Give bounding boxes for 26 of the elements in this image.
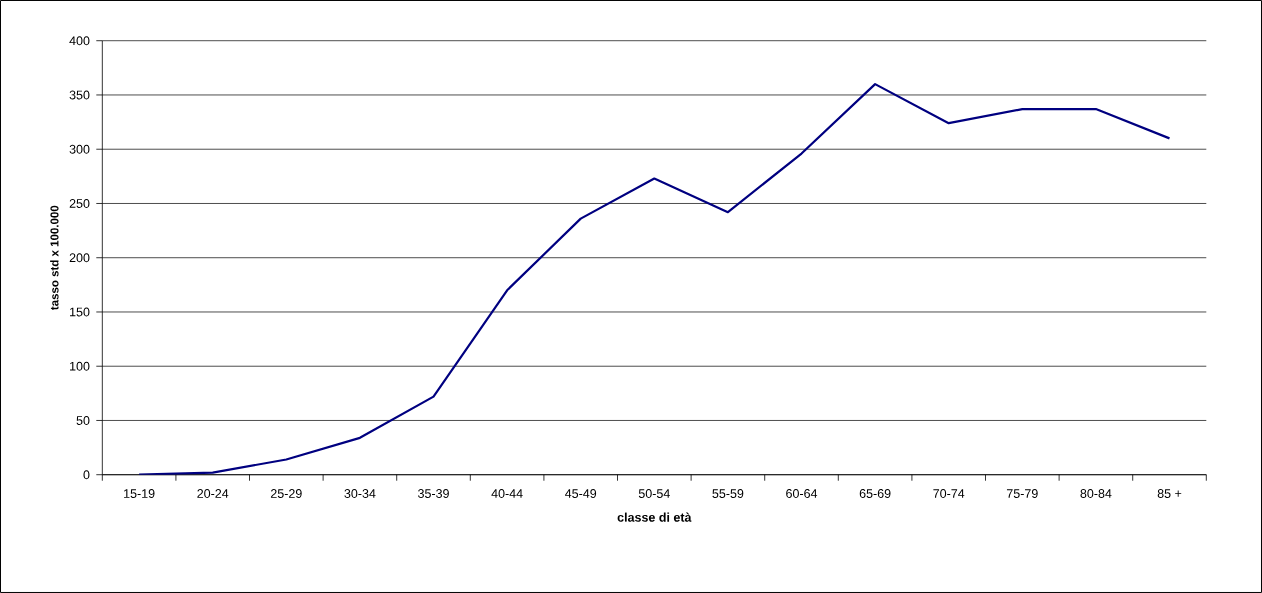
x-tick-label: 55-59 xyxy=(712,489,744,498)
x-axis-title: classe di età xyxy=(617,512,692,522)
y-tick-label: 200 xyxy=(69,253,90,263)
x-tick-label: 85 + xyxy=(1157,489,1182,498)
x-tick-label: 60-64 xyxy=(786,489,818,498)
x-tick-label: 70-74 xyxy=(933,489,965,498)
y-tick-label: 400 xyxy=(69,36,90,46)
y-tick-label: 300 xyxy=(69,144,90,154)
x-tick-label: 15-19 xyxy=(124,489,155,498)
y-tick-label: 250 xyxy=(69,199,90,208)
x-tick-label: 20-24 xyxy=(197,489,229,498)
y-tick-label: 100 xyxy=(70,361,90,371)
x-tick-label: 50-54 xyxy=(638,489,670,498)
x-tick-label: 35-39 xyxy=(417,489,449,498)
x-tick-label: 65-69 xyxy=(859,489,891,498)
y-tick-label: 0 xyxy=(83,470,90,480)
x-tick-label: 40-44 xyxy=(491,489,523,498)
y-tick-label: 50 xyxy=(76,416,90,425)
x-tick-label: 25-29 xyxy=(270,489,302,498)
x-tick-label: 45-49 xyxy=(565,489,597,498)
y-tick-label: 150 xyxy=(70,307,90,317)
y-tick-label: 350 xyxy=(69,90,90,100)
y-axis-title: tasso std x 100.000 xyxy=(50,205,59,310)
x-tick-label: 80-84 xyxy=(1080,489,1112,498)
x-tick-label: 75-79 xyxy=(1006,489,1038,498)
x-tick-label: 30-34 xyxy=(344,489,376,498)
